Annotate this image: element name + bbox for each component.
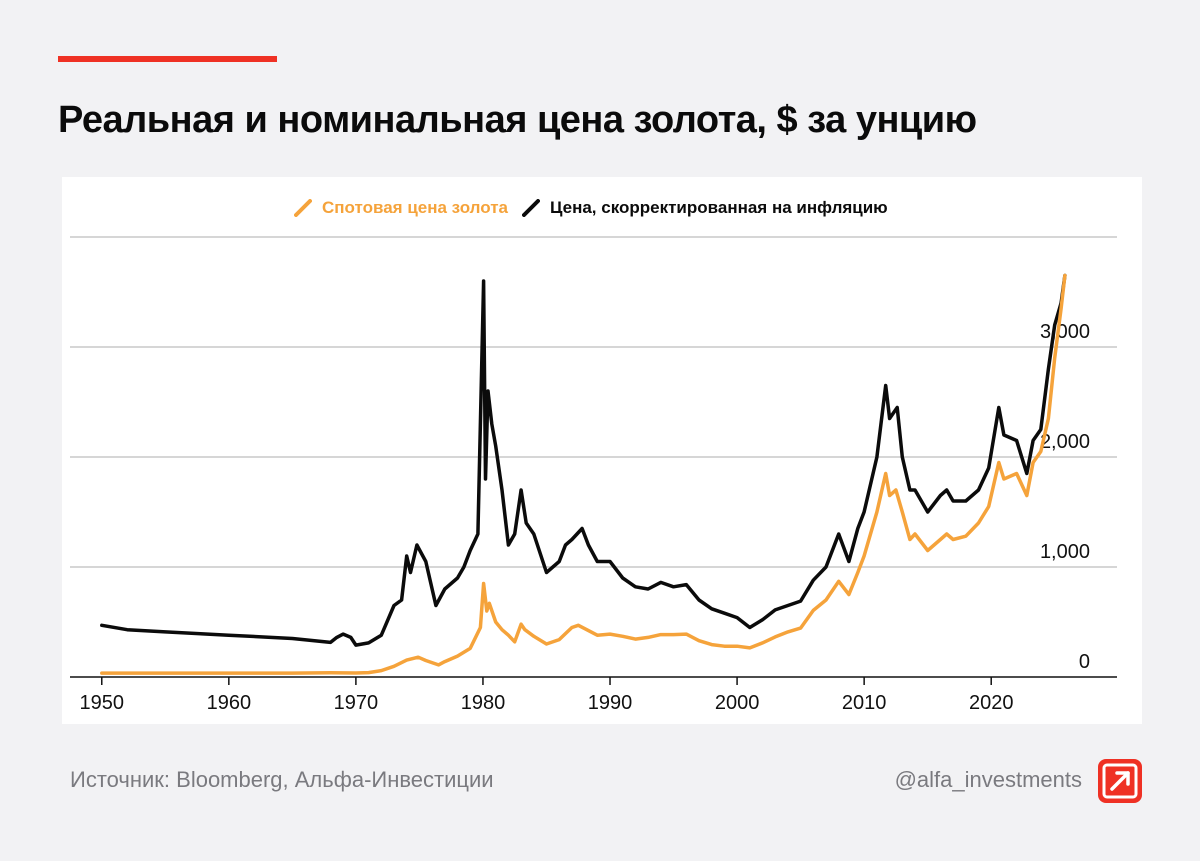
social-handle[interactable]: @alfa_investments xyxy=(894,767,1082,792)
chart-panel: 0 1,000 2,000 3,000 1950 1960 1970 1980 1990 2000… xyxy=(62,177,1142,724)
y-tick-label: 0 xyxy=(1079,651,1090,673)
legend-item-spot: Спотовая цена золота xyxy=(294,198,508,218)
legend-swatch-real xyxy=(521,199,540,217)
accent-bar xyxy=(58,56,277,62)
legend-label-real: Цена, скорректированная на инфляцию xyxy=(549,198,888,217)
x-tick-label: 1970 xyxy=(334,692,379,714)
page-title: Реальная и номинальная цена золота, $ за… xyxy=(58,99,977,141)
legend-swatch-spot xyxy=(294,199,312,217)
x-tick-label: 1980 xyxy=(461,692,506,714)
x-tick-label: 2020 xyxy=(969,692,1014,714)
source-note: Источник: Bloomberg, Альфа-Инвестиции xyxy=(70,767,494,792)
legend-label-spot: Спотовая цена золота xyxy=(322,198,508,217)
x-tick-label: 2000 xyxy=(715,692,760,714)
x-tick-label: 1990 xyxy=(588,692,633,714)
x-tick-label: 1950 xyxy=(80,692,125,714)
gold-price-chart: 0 1,000 2,000 3,000 1950 1960 1970 1980 1990 2000… xyxy=(70,236,1117,714)
legend-item-real: Цена, скорректированная на инфляцию xyxy=(521,198,888,218)
y-tick-label: 1,000 xyxy=(1040,541,1090,563)
y-tick-label: 3,000 xyxy=(1040,321,1090,343)
x-tick-label: 2010 xyxy=(842,692,887,714)
alfa-arrow-icon xyxy=(1098,759,1142,803)
x-tick-label: 1960 xyxy=(207,692,252,714)
chart-legend: Спотовая цена золота Цена, скорректирова… xyxy=(294,193,888,223)
alfa-arrow-glyph xyxy=(1102,763,1138,799)
y-tick-label: 2,000 xyxy=(1040,431,1090,453)
series-line-real xyxy=(100,273,1067,647)
series-line-spot xyxy=(100,273,1067,675)
